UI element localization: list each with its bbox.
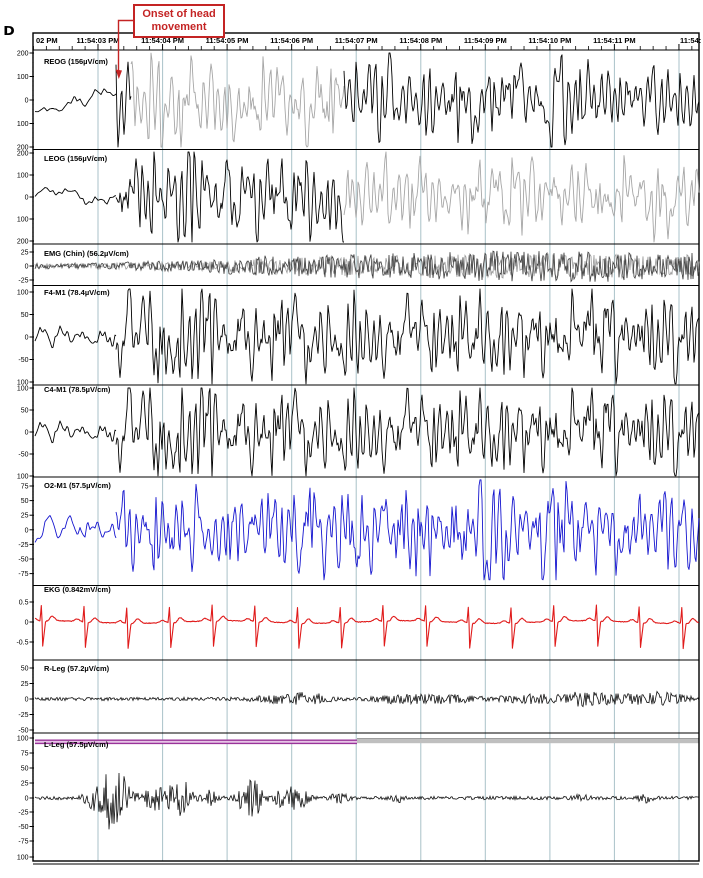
- annotation-arrow-head: [115, 69, 122, 79]
- trace-EKG[interactable]: [34, 604, 699, 650]
- y-tick-label: -75: [18, 571, 28, 578]
- trace-LEOG[interactable]: [34, 187, 117, 205]
- y-tick-label: 25: [21, 681, 29, 688]
- y-tick-label: 0.5: [19, 600, 29, 607]
- time-label: 11:54:04 PM: [141, 36, 184, 45]
- y-tick-label: -75: [18, 839, 28, 846]
- time-label: 11:54:09 PM: [464, 36, 507, 45]
- time-label: 11:54:03 PM: [77, 36, 120, 45]
- y-tick-label: 75: [21, 751, 29, 758]
- y-tick-label: 75: [21, 484, 29, 491]
- y-tick-label: 100: [17, 736, 29, 743]
- trace-C4-M1[interactable]: [34, 420, 117, 444]
- time-label: 11:54:07 PM: [335, 36, 378, 45]
- trace-REOG[interactable]: [34, 88, 117, 113]
- annotation-arrow-line: [117, 19, 134, 71]
- y-tick-label: 0: [25, 335, 29, 342]
- y-tick-label: -50: [18, 824, 28, 831]
- plot-frame: [32, 32, 700, 862]
- time-label: 11:54:06 PM: [270, 36, 313, 45]
- y-tick-label: 100: [17, 217, 29, 224]
- y-tick-label: 50: [21, 498, 29, 505]
- y-tick-label: 100: [17, 74, 29, 81]
- y-tick-label: 100: [17, 855, 29, 862]
- y-tick-label: 100: [17, 380, 29, 387]
- y-tick-label: 50: [21, 408, 29, 415]
- annotation-callout[interactable]: Onset of head movement: [133, 4, 225, 38]
- y-tick-label: 25: [21, 781, 29, 788]
- y-tick-label: -50: [18, 452, 28, 459]
- time-label: 11:54:05 PM: [206, 36, 249, 45]
- y-tick-label: 50: [21, 666, 29, 673]
- y-tick-label: -0.5: [16, 640, 28, 647]
- y-tick-label: 100: [17, 386, 29, 393]
- y-tick-label: 0: [25, 195, 29, 202]
- lleg-event-marker-fill: [35, 740, 357, 744]
- trace-C4-M1[interactable]: [115, 387, 700, 477]
- channel-label-EMG: EMG (Chin) (56.2µV/cm): [44, 249, 129, 258]
- y-tick-label: 100: [17, 474, 29, 481]
- y-tick-label: -25: [18, 278, 28, 285]
- y-tick-label: 100: [17, 121, 29, 128]
- channel-label-F4-M1: F4-M1 (78.4µV/cm): [44, 288, 110, 297]
- y-tick-label: 200: [17, 51, 29, 58]
- time-label: 02 PM: [36, 36, 58, 45]
- y-tick-label: 50: [21, 312, 29, 319]
- y-tick-label: 0: [25, 620, 29, 627]
- channel-label-EKG: EKG (0.842mV/cm): [44, 585, 111, 594]
- lleg-event-marker-gray: [357, 738, 699, 744]
- trace-EMG[interactable]: [34, 250, 700, 283]
- y-tick-label: 25: [21, 250, 29, 257]
- time-label: 11:54:08 PM: [399, 36, 442, 45]
- y-tick-label: 0: [25, 527, 29, 534]
- time-label: 11:54:: [680, 36, 701, 45]
- y-tick-label: 50: [21, 766, 29, 773]
- trace-LEOG[interactable]: [115, 151, 344, 243]
- app-icon[interactable]: D: [3, 24, 15, 38]
- trace-F4-M1[interactable]: [34, 325, 117, 349]
- y-tick-label: 100: [17, 290, 29, 297]
- y-tick-label: 200: [17, 145, 29, 152]
- y-tick-label: -50: [18, 557, 28, 564]
- y-tick-label: 0: [25, 98, 29, 105]
- channel-label-C4-M1: C4-M1 (78.5µV/cm): [44, 385, 111, 394]
- channel-label-R-Leg: R-Leg (57.2µV/cm): [44, 664, 110, 673]
- y-tick-label: -25: [18, 712, 28, 719]
- trace-REOG[interactable]: [115, 61, 132, 148]
- trace-LEOG[interactable]: [343, 151, 700, 243]
- y-tick-label: 100: [17, 173, 29, 180]
- channel-label-REOG: REOG (156µV/cm): [44, 57, 108, 66]
- y-tick-label: -25: [18, 542, 28, 549]
- channel-label-LEOG: LEOG (156µV/cm): [44, 154, 108, 163]
- y-tick-label: 0: [25, 697, 29, 704]
- trace-REOG[interactable]: [130, 52, 345, 148]
- channel-label-O2-M1: O2-M1 (57.5µV/cm): [44, 481, 111, 490]
- trace-O2-M1[interactable]: [115, 479, 700, 581]
- trace-O2-M1[interactable]: [34, 515, 117, 543]
- y-tick-label: -50: [18, 357, 28, 364]
- y-tick-label: -50: [18, 728, 28, 735]
- y-tick-label: 200: [17, 239, 29, 246]
- y-tick-label: 200: [17, 151, 29, 158]
- trace-F4-M1[interactable]: [115, 288, 700, 385]
- y-tick-label: 0: [25, 430, 29, 437]
- y-tick-label: -25: [18, 810, 28, 817]
- time-label: 11:54:11 PM: [593, 36, 636, 45]
- trace-L-Leg[interactable]: [34, 772, 700, 830]
- trace-R-Leg[interactable]: [34, 690, 700, 708]
- trace-REOG[interactable]: [343, 52, 700, 148]
- y-tick-label: 25: [21, 513, 29, 520]
- y-tick-label: 0: [25, 264, 29, 271]
- channel-label-L-Leg: L-Leg (57.5µV/cm): [44, 740, 109, 749]
- time-label: 11:54:10 PM: [528, 36, 571, 45]
- y-tick-label: 0: [25, 796, 29, 803]
